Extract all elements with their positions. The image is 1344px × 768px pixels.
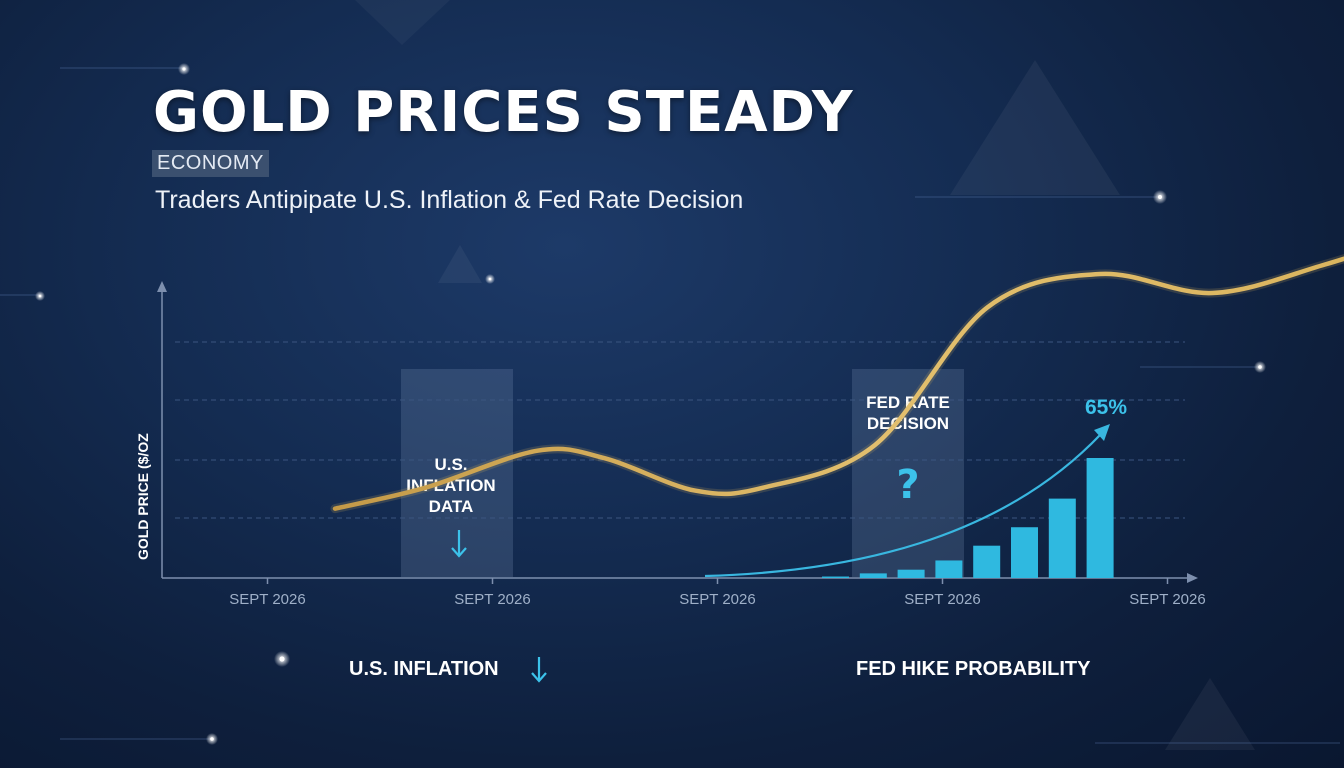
probability-bar [1011, 527, 1038, 578]
probability-bar [1048, 498, 1076, 578]
x-tick-label: SEPT 2026 [904, 591, 980, 608]
page-title: GOLD PRICES STEADY [153, 80, 854, 145]
probability-trend-arrowhead [1094, 424, 1110, 441]
inflation-down-arrowhead-icon [451, 547, 467, 558]
probability-trend-line [704, 433, 1102, 578]
page-subtitle: Traders Antipipate U.S. Inflation & Fed … [155, 186, 744, 214]
fed-highlight-panel [852, 369, 964, 577]
legend-fed-hike-label: FED HIKE PROBABILITY [856, 658, 1091, 680]
legend-inflation-label: U.S. INFLATION [349, 658, 499, 680]
x-axis-ticks: SEPT 2026 SEPT 2026 SEPT 2026 SEPT 2026 SEPT… [229, 578, 1206, 608]
x-tick-label: SEPT 2026 [454, 591, 530, 608]
fed-annotation-text: DECISION [867, 414, 949, 433]
inflation-highlight-panel [401, 369, 513, 577]
probability-end-label: 65% [1085, 396, 1127, 419]
chart-frame [157, 281, 1198, 583]
x-tick-label: SEPT 2026 [1129, 591, 1205, 608]
probability-bar [897, 569, 925, 578]
fed-hike-bars [822, 458, 1114, 578]
question-mark-icon: ? [896, 462, 919, 508]
background-decoration [0, 63, 1340, 745]
inflation-annotation-text: U.S. [434, 455, 467, 474]
gold-price-series: 4398 [330, 254, 1344, 514]
x-tick-label: SEPT 2026 [679, 591, 755, 608]
chart-overlays: 65% U.S. INFLATION DATA FED RATE DECISION? [406, 393, 1127, 578]
probability-bar [935, 560, 963, 578]
probability-bar [822, 576, 849, 578]
inflation-annotation-text: DATA [429, 497, 474, 516]
gridlines [175, 341, 1185, 519]
gold-price-line [332, 256, 1344, 511]
down-arrow-icon [531, 657, 547, 683]
y-axis-arrowhead [157, 281, 167, 292]
inflation-annotation-text: INFLATION [406, 476, 495, 495]
fed-annotation-text: FED RATE [866, 393, 950, 412]
category-badge: ECONOMY [152, 150, 269, 177]
probability-bar [859, 573, 887, 578]
x-tick-label: SEPT 2026 [229, 591, 305, 608]
x-axis-arrowhead [1187, 573, 1198, 583]
probability-bar [973, 545, 1001, 578]
y-axis-label: GOLD PRICE ($/OZ [135, 433, 151, 560]
star-dots [35, 63, 1266, 745]
probability-bar [1086, 458, 1114, 578]
